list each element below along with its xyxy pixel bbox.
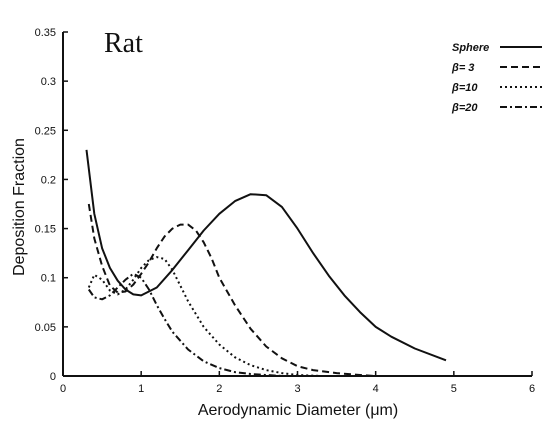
legend-label: β=20 (451, 102, 478, 114)
x-axis-title: Aerodynamic Diameter (μm) (198, 402, 398, 419)
y-tick-label: 0.1 (41, 273, 56, 285)
x-tick-label: 1 (138, 383, 144, 395)
x-tick-label: 0 (60, 383, 66, 395)
series-line-dashed (87, 203, 376, 377)
x-tick-label: 6 (529, 383, 535, 395)
x-tick-label: 5 (451, 383, 457, 395)
y-tick-label: 0.05 (35, 322, 56, 334)
legend-label: β=10 (451, 82, 478, 94)
y-tick-label: 0.15 (35, 224, 56, 236)
y-axis-title: Deposition Fraction (11, 138, 28, 276)
legend-label: Sphere (452, 42, 489, 54)
x-tick-label: 2 (216, 383, 222, 395)
y-tick-label: 0.2 (41, 174, 56, 186)
series-line-dashdot (87, 272, 282, 377)
y-tick-label: 0.3 (41, 76, 56, 88)
y-tick-label: 0.35 (35, 27, 56, 39)
x-tick-label: 3 (294, 383, 300, 395)
x-tick-label: 4 (373, 383, 379, 395)
series-line-solid (85, 149, 447, 362)
legend-label: β= 3 (451, 62, 474, 74)
series-layer (85, 149, 447, 377)
tick-labels-layer: 0 0.05 0.1 0.15 0.2 0.25 0.3 0.35 0 1 2 3 4 5 6 (35, 27, 535, 395)
series-line-dotted (87, 256, 321, 377)
y-tick-label: 0.25 (35, 125, 56, 137)
chart-title: Rat (104, 28, 143, 59)
y-tick-label: 0 (50, 371, 56, 383)
legend: Sphere β= 3 β=10 β=20 (451, 42, 542, 114)
